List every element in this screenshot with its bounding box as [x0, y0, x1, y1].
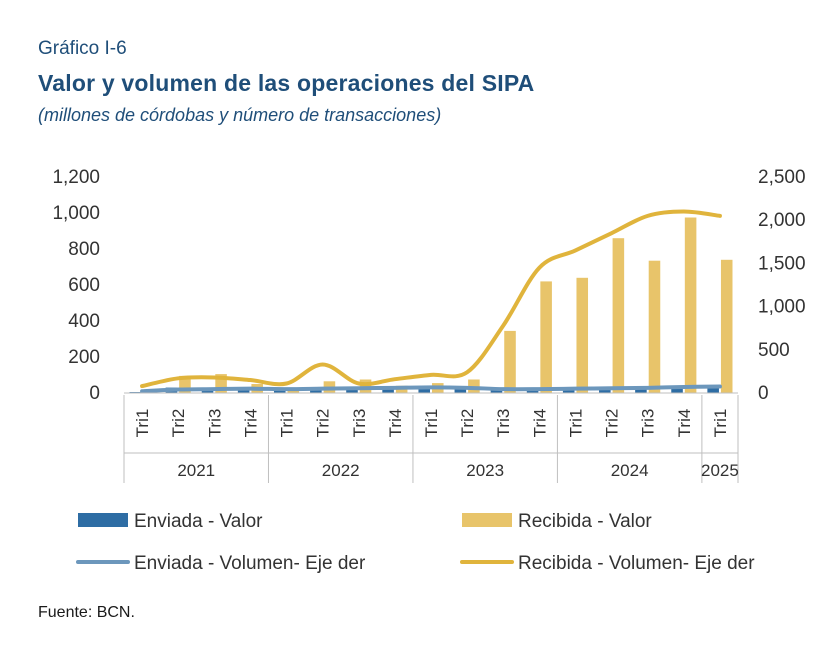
category-tick-label: Tri4	[386, 409, 405, 438]
category-tick-label: Tri3	[494, 409, 513, 438]
category-tick-label: Tri1	[133, 409, 152, 438]
year-group-label: 2025	[701, 461, 739, 480]
legend-enviada-volumen-label: Enviada - Volumen- Eje der	[134, 553, 366, 574]
legend-recibida-valor-swatch	[462, 513, 512, 527]
right-axis-tick-label: 500	[758, 340, 790, 361]
category-tick-label: Tri1	[422, 409, 441, 438]
bar-enviada-valor	[382, 387, 394, 393]
legend-enviada-valor-swatch	[78, 513, 128, 527]
category-tick-label: Tri4	[530, 409, 549, 438]
legend-recibida-volumen-label: Recibida - Volumen- Eje der	[518, 553, 755, 574]
left-axis-tick-label: 600	[68, 275, 100, 296]
bar-recibida-valor	[540, 281, 552, 393]
right-axis-tick-label: 2,500	[758, 167, 806, 188]
left-axis-tick-label: 1,000	[52, 203, 100, 224]
category-tick-label: Tri2	[458, 409, 477, 438]
category-tick-label: Tri1	[711, 409, 730, 438]
left-axis-tick-label: 200	[68, 347, 100, 368]
line-recibida-volumen	[140, 209, 722, 389]
bar-recibida-valor	[684, 217, 697, 393]
left-axis-tick-label: 400	[68, 311, 100, 332]
bar-enviada-valor	[418, 386, 430, 393]
category-tick-label: Tri3	[205, 409, 224, 438]
chart-area: 0 200 400 600 800 1,000 1,200 0 500 1,000 1,500 2,0…	[52, 167, 806, 574]
right-axis-tick-label: 0	[758, 383, 769, 404]
bar-enviada-valor	[273, 389, 286, 393]
chart-title: Valor y volumen de las operaciones del S…	[38, 70, 535, 96]
category-tick-label: Tri2	[314, 409, 333, 438]
category-tick-label: Tri3	[350, 409, 369, 438]
bar-recibida-valor	[179, 375, 191, 393]
line-enviada-volumen	[140, 384, 722, 394]
bar-recibida-valor	[612, 238, 625, 393]
source-note: Fuente: BCN.	[38, 604, 135, 621]
bar-recibida-valor	[215, 374, 227, 393]
bar-enviada-valor	[599, 389, 611, 393]
bar-enviada-valor	[707, 386, 719, 393]
bar-enviada-valor	[635, 389, 647, 393]
category-tick-label: Tri4	[675, 409, 694, 438]
chart-label: Gráfico I-6	[38, 38, 127, 59]
bar-recibida-valor	[720, 259, 733, 393]
bar-recibida-valor	[648, 260, 661, 393]
bar-recibida-valor	[504, 330, 516, 393]
category-tick-label: Tri2	[169, 409, 188, 438]
year-group-label: 2022	[322, 461, 360, 480]
legend-recibida-valor-label: Recibida - Valor	[518, 511, 652, 532]
year-group-label: 2024	[611, 461, 649, 480]
bar-enviada-valor	[454, 388, 467, 393]
bar-enviada-valor	[562, 389, 575, 393]
category-tick-label: Tri1	[278, 409, 297, 438]
left-axis-tick-label: 0	[89, 383, 100, 404]
bar-enviada-valor	[671, 387, 683, 393]
bar-enviada-valor	[346, 389, 358, 393]
chart-subtitle: (millones de córdobas y número de transa…	[38, 105, 442, 125]
year-group-label: 2021	[177, 461, 215, 480]
category-tick-label: Tri1	[566, 409, 585, 438]
category-tick-label: Tri3	[639, 409, 658, 438]
bar-recibida-valor	[576, 277, 589, 393]
left-axis-tick-label: 1,200	[52, 167, 100, 188]
year-group-label: 2023	[466, 461, 504, 480]
right-axis-tick-label: 1,000	[758, 297, 806, 318]
left-axis-tick-label: 800	[68, 239, 100, 260]
category-tick-label: Tri2	[603, 409, 622, 438]
bar-enviada-valor	[490, 390, 503, 393]
right-axis-tick-label: 1,500	[758, 253, 806, 274]
legend-enviada-valor-label: Enviada - Valor	[134, 511, 263, 532]
right-axis-tick-label: 2,000	[758, 210, 806, 231]
category-tick-label: Tri4	[241, 409, 260, 438]
